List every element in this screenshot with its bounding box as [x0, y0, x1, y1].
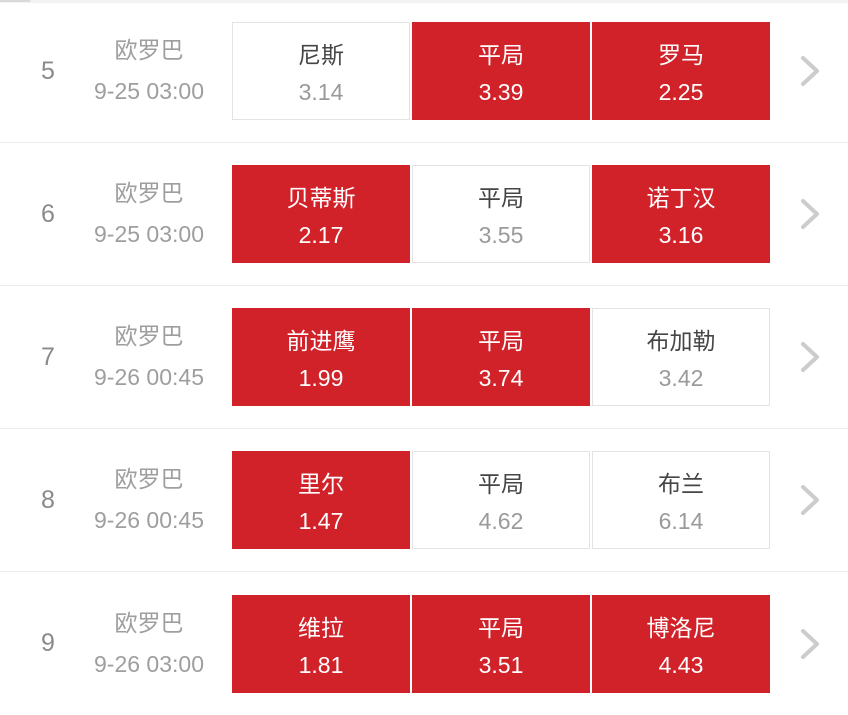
- top-divider: [0, 0, 848, 3]
- odds-away-button[interactable]: 布加勒 3.42: [592, 308, 770, 406]
- match-row: 5 欧罗巴 9-25 03:00 尼斯 3.14 平局 3.39 罗马 2.25: [0, 0, 848, 143]
- team-name: 里尔: [298, 471, 344, 497]
- odds-draw-button[interactable]: 平局 3.74: [412, 308, 590, 406]
- chevron-right-icon[interactable]: [798, 339, 822, 375]
- odds-group: 贝蒂斯 2.17 平局 3.55 诺丁汉 3.16: [232, 165, 770, 263]
- draw-label: 平局: [478, 614, 524, 641]
- league-name: 欧罗巴: [114, 609, 184, 636]
- odds-value: 1.81: [298, 651, 344, 678]
- odds-group: 维拉 1.81 平局 3.51 博洛尼 4.43: [232, 594, 770, 693]
- odds-value: 3.42: [658, 365, 704, 391]
- team-name: 贝蒂斯: [286, 185, 356, 211]
- match-number: 6: [41, 199, 55, 228]
- chevron-right-icon[interactable]: [798, 53, 822, 89]
- match-number: 8: [41, 485, 55, 514]
- match-info: 欧罗巴 9-26 00:45: [74, 459, 224, 541]
- match-info: 欧罗巴 9-26 03:00: [74, 603, 224, 685]
- odds-draw-button[interactable]: 平局 3.39: [412, 22, 590, 120]
- odds-value: 3.55: [478, 222, 524, 248]
- odds-value: 4.62: [478, 508, 524, 534]
- match-number: 7: [41, 342, 55, 371]
- odds-away-button[interactable]: 诺丁汉 3.16: [592, 165, 770, 263]
- odds-home-button[interactable]: 尼斯 3.14: [232, 22, 410, 120]
- match-info: 欧罗巴 9-25 03:00: [74, 173, 224, 255]
- odds-value: 3.74: [478, 365, 524, 391]
- odds-draw-button[interactable]: 平局 3.51: [412, 594, 590, 693]
- match-info: 欧罗巴 9-25 03:00: [74, 30, 224, 112]
- odds-value: 3.51: [478, 651, 524, 678]
- odds-away-button[interactable]: 博洛尼 4.43: [592, 594, 770, 693]
- odds-away-button[interactable]: 布兰 6.14: [592, 451, 770, 549]
- match-time: 9-25 03:00: [94, 221, 204, 247]
- chevron-right-icon[interactable]: [798, 482, 822, 518]
- odds-group: 前进鹰 1.99 平局 3.74 布加勒 3.42: [232, 308, 770, 406]
- league-name: 欧罗巴: [114, 323, 184, 350]
- match-time: 9-25 03:00: [94, 78, 204, 104]
- odds-value: 3.14: [298, 79, 344, 105]
- team-name: 博洛尼: [646, 614, 716, 641]
- odds-draw-button[interactable]: 平局 3.55: [412, 165, 590, 263]
- team-name: 诺丁汉: [646, 185, 716, 211]
- odds-away-button[interactable]: 罗马 2.25: [592, 22, 770, 120]
- match-time: 9-26 03:00: [94, 650, 204, 677]
- odds-value: 1.99: [298, 365, 344, 391]
- team-name: 前进鹰: [286, 328, 356, 354]
- odds-value: 6.14: [658, 508, 704, 534]
- draw-label: 平局: [478, 42, 524, 68]
- match-number: 5: [41, 56, 55, 85]
- match-row: 7 欧罗巴 9-26 00:45 前进鹰 1.99 平局 3.74 布加勒 3.…: [0, 286, 848, 429]
- odds-value: 4.43: [658, 651, 704, 678]
- draw-label: 平局: [478, 185, 524, 211]
- league-name: 欧罗巴: [114, 37, 184, 64]
- odds-value: 3.16: [658, 222, 704, 248]
- match-info: 欧罗巴 9-26 00:45: [74, 316, 224, 398]
- match-time: 9-26 00:45: [94, 364, 204, 390]
- league-name: 欧罗巴: [114, 180, 184, 207]
- match-number: 9: [41, 629, 55, 657]
- draw-label: 平局: [478, 328, 524, 354]
- team-name: 布加勒: [646, 328, 716, 354]
- odds-value: 2.17: [298, 222, 344, 248]
- team-name: 罗马: [658, 42, 704, 68]
- odds-value: 2.25: [658, 79, 704, 105]
- match-row: 6 欧罗巴 9-25 03:00 贝蒂斯 2.17 平局 3.55 诺丁汉 3.…: [0, 143, 848, 286]
- team-name: 布兰: [658, 471, 704, 497]
- team-name: 尼斯: [298, 42, 344, 68]
- odds-value: 1.47: [298, 508, 344, 534]
- chevron-right-icon[interactable]: [798, 626, 822, 662]
- chevron-right-icon[interactable]: [798, 196, 822, 232]
- odds-draw-button[interactable]: 平局 4.62: [412, 451, 590, 549]
- match-time: 9-26 00:45: [94, 507, 204, 533]
- odds-group: 尼斯 3.14 平局 3.39 罗马 2.25: [232, 22, 770, 120]
- odds-home-button[interactable]: 维拉 1.81: [232, 594, 410, 693]
- odds-value: 3.39: [478, 79, 524, 105]
- league-name: 欧罗巴: [114, 466, 184, 493]
- team-name: 维拉: [298, 614, 344, 641]
- odds-home-button[interactable]: 里尔 1.47: [232, 451, 410, 549]
- match-row: 8 欧罗巴 9-26 00:45 里尔 1.47 平局 4.62 布兰 6.14: [0, 429, 848, 572]
- match-row: 9 欧罗巴 9-26 03:00 维拉 1.81 平局 3.51 博洛尼 4.4…: [0, 572, 848, 715]
- draw-label: 平局: [478, 471, 524, 497]
- odds-group: 里尔 1.47 平局 4.62 布兰 6.14: [232, 451, 770, 549]
- odds-home-button[interactable]: 前进鹰 1.99: [232, 308, 410, 406]
- odds-home-button[interactable]: 贝蒂斯 2.17: [232, 165, 410, 263]
